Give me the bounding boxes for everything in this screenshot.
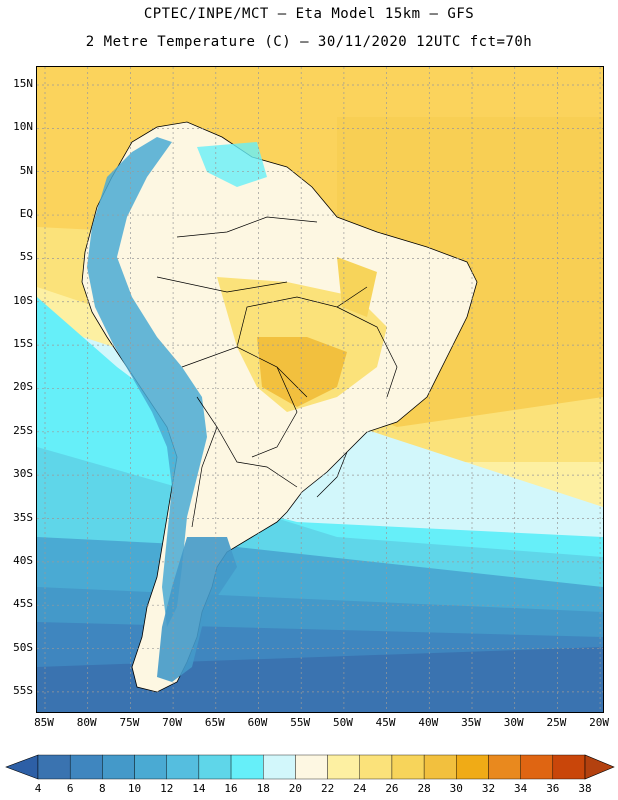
lat-tick-label: 15N (13, 77, 33, 90)
lat-tick-label: 35S (13, 510, 33, 524)
lon-tick-label: 45W (375, 716, 396, 729)
lon-tick-label: 35W (461, 716, 481, 729)
colorbar-tick-label: 38 (578, 782, 592, 795)
lat-tick-label: 10N (13, 120, 33, 134)
lat-tick-label: 50S (13, 640, 33, 654)
colorbar-segment (456, 754, 489, 780)
colorbar-tick-label: 26 (385, 782, 399, 795)
colorbar-segment (37, 754, 71, 780)
colorbar-segment (520, 754, 554, 780)
lat-tick-label: 30S (13, 467, 33, 481)
colorbar-tick-label: 24 (353, 782, 367, 795)
lat-tick-label: 5N (19, 163, 33, 177)
lon-tick-label: 40W (418, 716, 439, 729)
lat-tick-label: 5S (19, 250, 33, 264)
lon-tick-label: 75W (119, 716, 140, 729)
colorbar-segment (488, 754, 521, 780)
colorbar-tick-label: 28 (417, 782, 431, 795)
colorbar-tick-label: 4 (34, 782, 42, 795)
temperature-map (37, 67, 603, 712)
lat-tick-label: 15S (13, 337, 33, 351)
colorbar-tick-label: 12 (160, 782, 174, 795)
colorbar-tick-label: 32 (481, 782, 496, 795)
colorbar-tick-label: 18 (256, 782, 270, 795)
lon-tick-label: 30W (503, 716, 524, 729)
colorbar-tick-label: 16 (224, 782, 238, 795)
graticule (37, 67, 603, 712)
colorbar-tick-label: 6 (66, 782, 74, 795)
lat-tick-label: 10S (13, 293, 33, 307)
colorbar-segment (295, 754, 328, 780)
lat-tick-label: 40S (13, 553, 33, 567)
lon-tick-label: 55W (290, 716, 311, 729)
lat-tick-label: 45S (13, 597, 33, 611)
colorbar-over-triangle (584, 754, 615, 780)
north-cold-patch (197, 142, 267, 187)
map-panel (36, 66, 604, 713)
colorbar-segment (198, 754, 232, 780)
colorbar-tick-label: 20 (288, 782, 303, 795)
colorbar-segment (423, 754, 457, 780)
colorbar-segment (166, 754, 200, 780)
colorbar-segment (134, 754, 167, 780)
colorbar-segment (263, 754, 296, 780)
patagonia-cold (157, 537, 237, 682)
colorbar-tick-label: 22 (320, 782, 335, 795)
colorbar-segment (230, 754, 264, 780)
country-borders (156, 216, 398, 528)
chart-title: CPTEC/INPE/MCT – Eta Model 15km – GFS (143, 6, 475, 22)
colorbar-tick-label: 8 (99, 782, 106, 795)
lon-tick-label: 20W (589, 716, 610, 729)
colorbar-under-triangle (5, 754, 39, 780)
colorbar-segment (327, 754, 360, 780)
colorbar-tick-label: 36 (546, 782, 560, 795)
colorbar-segment (102, 754, 135, 780)
colorbar-tick-label: 34 (514, 782, 528, 795)
lon-tick-label: 65W (204, 716, 225, 729)
chart-subtitle: 2 Metre Temperature (C) – 30/11/2020 12U… (85, 34, 533, 50)
lon-tick-label: 60W (247, 716, 268, 729)
colorbar-tick-label: 14 (192, 782, 206, 795)
colorbar-segment (552, 754, 586, 780)
lat-tick-label: EQ (19, 207, 33, 221)
lon-tick-label: 70W (162, 716, 183, 729)
lon-tick-label: 50W (332, 716, 353, 729)
lat-tick-label: 55S (13, 683, 33, 697)
lat-tick-label: 25S (13, 423, 33, 437)
lon-tick-label: 25W (546, 716, 567, 729)
colorbar-segment (359, 754, 393, 780)
land-hot-core (257, 337, 347, 407)
lon-tick-label: 80W (76, 716, 97, 729)
colorbar-segment (391, 754, 425, 780)
colorbar-tick-label: 30 (449, 782, 463, 795)
colorbar-segment (69, 754, 103, 780)
colorbar-tick-label: 10 (127, 782, 142, 795)
andes-cold (87, 137, 207, 627)
lon-tick-label: 85W (34, 716, 54, 729)
lat-tick-label: 20S (13, 380, 33, 394)
